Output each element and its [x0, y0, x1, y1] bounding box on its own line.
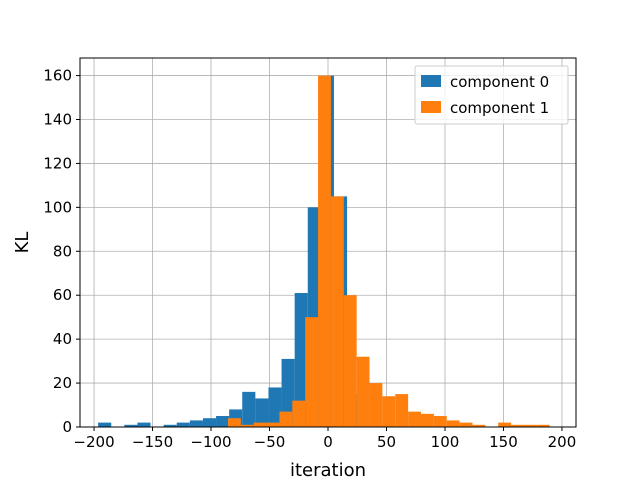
y-tick-label: 60 — [53, 286, 72, 304]
x-tick-label: 100 — [431, 433, 460, 451]
histogram-bar-component-0 — [137, 422, 151, 427]
histogram-bar-component-1 — [266, 422, 280, 427]
histogram-bar-component-1 — [523, 424, 537, 427]
y-tick-label: 80 — [53, 242, 72, 260]
y-axis-title: KL — [12, 232, 33, 254]
y-tick-label: 120 — [43, 154, 72, 172]
histogram-bar-component-1 — [408, 411, 421, 427]
histogram-bar-component-1 — [240, 424, 254, 427]
histogram-bar-component-1 — [356, 356, 370, 427]
histogram-bar-component-0 — [98, 422, 112, 427]
histogram-bar-component-1 — [433, 416, 447, 427]
legend-label-component-1: component 1 — [450, 99, 549, 117]
histogram-bar-component-1 — [369, 383, 383, 427]
histogram-bar-component-0 — [202, 418, 217, 427]
y-tick-label: 100 — [43, 198, 72, 216]
bars-layer — [98, 75, 550, 428]
legend: component 0 component 1 — [414, 65, 569, 125]
histogram-bar-component-0 — [216, 416, 230, 427]
histogram-bar-component-1 — [472, 424, 486, 427]
histogram-bar-component-1 — [382, 396, 396, 427]
histogram-bar-component-1 — [511, 424, 524, 427]
histogram-bar-component-1 — [253, 422, 267, 427]
histogram-bar-component-1 — [395, 394, 409, 427]
histogram-bar-component-1 — [305, 317, 319, 427]
x-tick-label: −200 — [73, 433, 114, 451]
y-tick-label: 20 — [53, 374, 72, 392]
histogram-bar-component-0 — [124, 424, 138, 427]
histogram-bar-component-0 — [242, 391, 256, 427]
x-tick-label: −50 — [254, 433, 286, 451]
legend-swatch-component-0 — [421, 75, 441, 87]
histogram-bar-component-1 — [498, 422, 512, 427]
histogram-bar-component-1 — [421, 413, 434, 427]
histogram-bar-component-1 — [343, 295, 357, 427]
y-tick-label: 0 — [62, 418, 72, 436]
x-tick-label: 0 — [323, 433, 333, 451]
histogram-bar-component-1 — [318, 75, 331, 428]
x-axis-title: iteration — [290, 460, 366, 480]
y-tick-label: 40 — [53, 330, 72, 348]
x-tick-label: −150 — [132, 433, 173, 451]
x-tick-label: 50 — [377, 433, 396, 451]
histogram-bar-component-1 — [279, 411, 293, 427]
histogram-bar-component-0 — [189, 420, 203, 427]
histogram-bar-component-1 — [227, 418, 241, 427]
histogram-bar-component-1 — [292, 400, 306, 427]
histogram-bar-component-0 — [281, 358, 295, 427]
ticks-layer: −200 −150 −100 −50 0 50 100 150 200 0 20 40 60 80 100 1… — [43, 67, 576, 451]
histogram-bar-component-0 — [176, 422, 190, 427]
histogram-bar-component-0 — [294, 293, 308, 427]
histogram-bar-component-1 — [459, 422, 473, 427]
x-tick-label: 200 — [548, 433, 577, 451]
x-tick-label: 150 — [489, 433, 518, 451]
histogram-bar-component-1 — [446, 420, 460, 427]
legend-swatch-component-1 — [421, 101, 441, 113]
legend-label-component-0: component 0 — [450, 73, 549, 91]
histogram-bar-component-1 — [330, 196, 344, 427]
legend-box — [414, 65, 569, 125]
histogram-bar-component-0 — [255, 398, 269, 427]
y-tick-label: 140 — [43, 111, 72, 129]
histogram-bar-component-1 — [536, 424, 550, 427]
x-tick-label: −100 — [190, 433, 231, 451]
histogram-bar-component-0 — [163, 424, 177, 427]
histogram-bar-component-0 — [268, 387, 282, 427]
y-tick-label: 160 — [43, 67, 72, 85]
